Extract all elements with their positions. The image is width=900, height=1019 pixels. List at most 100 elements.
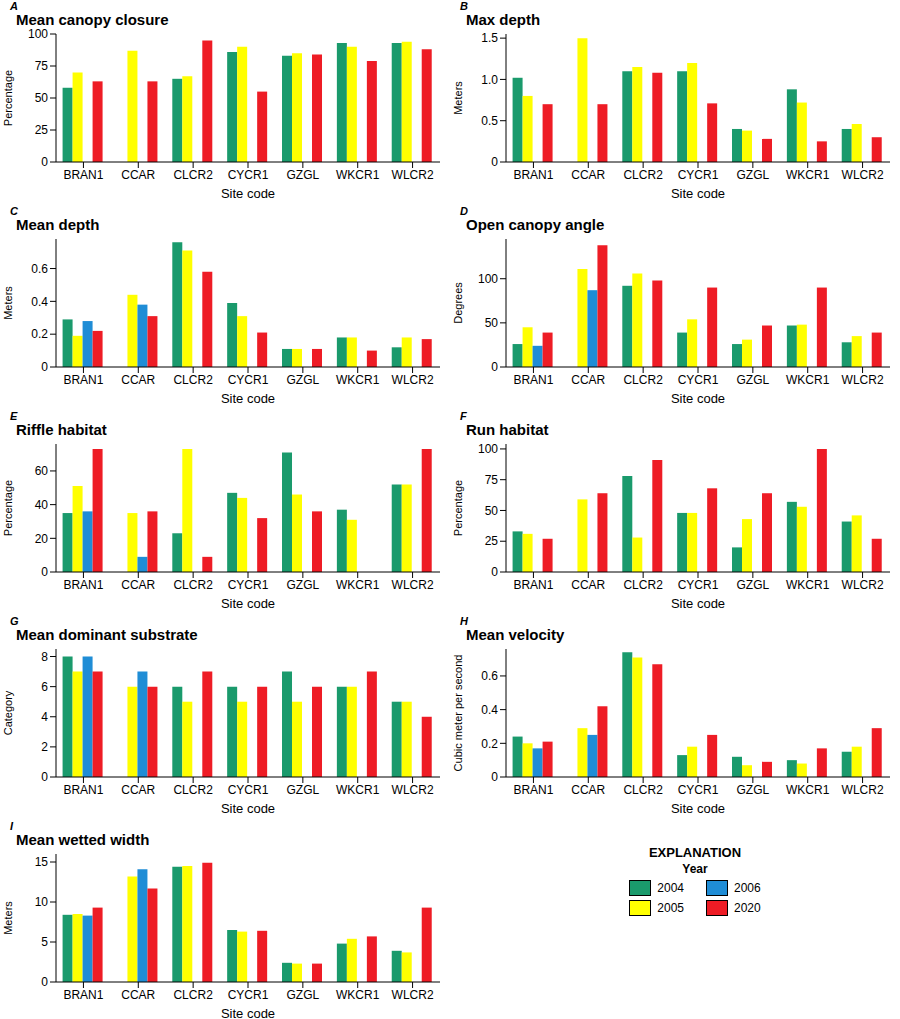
svg-text:15: 15 — [35, 855, 49, 869]
svg-text:CCAR: CCAR — [121, 373, 155, 387]
svg-text:GZGL: GZGL — [737, 373, 770, 387]
svg-text:CCAR: CCAR — [571, 783, 605, 797]
svg-text:Site code: Site code — [671, 801, 725, 815]
svg-text:CLCR2: CLCR2 — [173, 783, 213, 797]
svg-text:5: 5 — [41, 935, 48, 949]
svg-text:WLCR2: WLCR2 — [392, 988, 434, 1002]
svg-text:60: 60 — [35, 464, 49, 478]
svg-text:CYCR1: CYCR1 — [678, 373, 719, 387]
svg-text:Cubic meter per second: Cubic meter per second — [452, 655, 464, 772]
svg-text:6: 6 — [41, 680, 48, 694]
svg-text:0: 0 — [41, 770, 48, 784]
svg-text:GZGL: GZGL — [737, 168, 770, 182]
svg-text:CLCR2: CLCR2 — [623, 578, 663, 592]
svg-text:0.2: 0.2 — [31, 327, 48, 341]
svg-text:0: 0 — [41, 565, 48, 579]
svg-text:Site code: Site code — [221, 1006, 275, 1019]
svg-text:Site code: Site code — [221, 801, 275, 815]
svg-text:0.4: 0.4 — [31, 295, 48, 309]
svg-text:1.5: 1.5 — [481, 31, 498, 45]
svg-text:CLCR2: CLCR2 — [623, 373, 663, 387]
svg-text:4: 4 — [41, 710, 48, 724]
svg-text:CYCR1: CYCR1 — [228, 783, 269, 797]
svg-text:WKCR1: WKCR1 — [336, 168, 380, 182]
svg-text:50: 50 — [35, 91, 49, 105]
svg-text:GZGL: GZGL — [737, 578, 770, 592]
svg-text:CCAR: CCAR — [121, 578, 155, 592]
svg-text:WLCR2: WLCR2 — [842, 578, 884, 592]
svg-text:Meters: Meters — [8, 901, 14, 935]
svg-text:BRAN1: BRAN1 — [63, 783, 103, 797]
svg-text:75: 75 — [485, 473, 499, 487]
svg-text:0.6: 0.6 — [31, 262, 48, 276]
svg-text:0.4: 0.4 — [481, 703, 498, 717]
svg-text:CCAR: CCAR — [571, 578, 605, 592]
svg-text:CYCR1: CYCR1 — [228, 578, 269, 592]
svg-text:BRAN1: BRAN1 — [513, 168, 553, 182]
svg-text:WKCR1: WKCR1 — [336, 578, 380, 592]
svg-text:WKCR1: WKCR1 — [786, 783, 830, 797]
svg-text:CLCR2: CLCR2 — [173, 578, 213, 592]
svg-text:WLCR2: WLCR2 — [392, 578, 434, 592]
svg-text:WLCR2: WLCR2 — [392, 783, 434, 797]
svg-text:CYCR1: CYCR1 — [228, 988, 269, 1002]
svg-text:WKCR1: WKCR1 — [336, 988, 380, 1002]
svg-text:Meters: Meters — [8, 286, 14, 320]
svg-text:WKCR1: WKCR1 — [336, 783, 380, 797]
svg-text:CCAR: CCAR — [571, 168, 605, 182]
svg-text:CCAR: CCAR — [121, 168, 155, 182]
svg-text:BRAN1: BRAN1 — [63, 373, 103, 387]
svg-text:1.0: 1.0 — [481, 73, 498, 87]
svg-text:0.6: 0.6 — [481, 669, 498, 683]
svg-text:0: 0 — [491, 770, 498, 784]
svg-text:Site code: Site code — [671, 391, 725, 405]
svg-text:WKCR1: WKCR1 — [786, 168, 830, 182]
svg-text:BRAN1: BRAN1 — [513, 578, 553, 592]
svg-text:CYCR1: CYCR1 — [678, 578, 719, 592]
svg-text:Meters: Meters — [452, 81, 464, 115]
svg-text:CCAR: CCAR — [121, 988, 155, 1002]
svg-text:10: 10 — [35, 895, 49, 909]
svg-text:BRAN1: BRAN1 — [63, 168, 103, 182]
svg-text:50: 50 — [485, 504, 499, 518]
svg-text:0.5: 0.5 — [481, 114, 498, 128]
svg-text:CYCR1: CYCR1 — [228, 373, 269, 387]
svg-text:CLCR2: CLCR2 — [623, 168, 663, 182]
svg-text:0.2: 0.2 — [481, 737, 498, 751]
svg-text:WKCR1: WKCR1 — [786, 373, 830, 387]
svg-text:CLCR2: CLCR2 — [173, 988, 213, 1002]
svg-text:Site code: Site code — [221, 186, 275, 200]
svg-text:GZGL: GZGL — [287, 373, 320, 387]
svg-text:WLCR2: WLCR2 — [842, 168, 884, 182]
svg-text:CLCR2: CLCR2 — [173, 373, 213, 387]
svg-text:40: 40 — [35, 498, 49, 512]
svg-text:100: 100 — [478, 272, 498, 286]
svg-text:0: 0 — [491, 360, 498, 374]
svg-text:Site code: Site code — [221, 596, 275, 610]
svg-text:0: 0 — [41, 360, 48, 374]
svg-text:GZGL: GZGL — [287, 783, 320, 797]
svg-text:CCAR: CCAR — [121, 783, 155, 797]
svg-text:CLCR2: CLCR2 — [623, 783, 663, 797]
svg-text:CYCR1: CYCR1 — [678, 783, 719, 797]
svg-text:BRAN1: BRAN1 — [63, 578, 103, 592]
svg-text:GZGL: GZGL — [287, 168, 320, 182]
svg-text:Category: Category — [8, 690, 14, 735]
svg-text:WKCR1: WKCR1 — [336, 373, 380, 387]
svg-text:GZGL: GZGL — [287, 988, 320, 1002]
svg-text:50: 50 — [485, 316, 499, 330]
svg-text:0: 0 — [41, 975, 48, 989]
svg-text:0: 0 — [41, 155, 48, 169]
svg-text:100: 100 — [478, 442, 498, 456]
svg-text:Percentage: Percentage — [8, 480, 14, 536]
svg-text:75: 75 — [35, 59, 49, 73]
svg-text:BRAN1: BRAN1 — [513, 783, 553, 797]
svg-text:Site code: Site code — [221, 391, 275, 405]
svg-text:Percentage: Percentage — [8, 70, 14, 126]
svg-text:8: 8 — [41, 650, 48, 664]
svg-text:0: 0 — [491, 155, 498, 169]
svg-text:25: 25 — [485, 534, 499, 548]
svg-text:25: 25 — [35, 123, 49, 137]
svg-text:Degrees: Degrees — [452, 282, 464, 324]
svg-text:BRAN1: BRAN1 — [63, 988, 103, 1002]
